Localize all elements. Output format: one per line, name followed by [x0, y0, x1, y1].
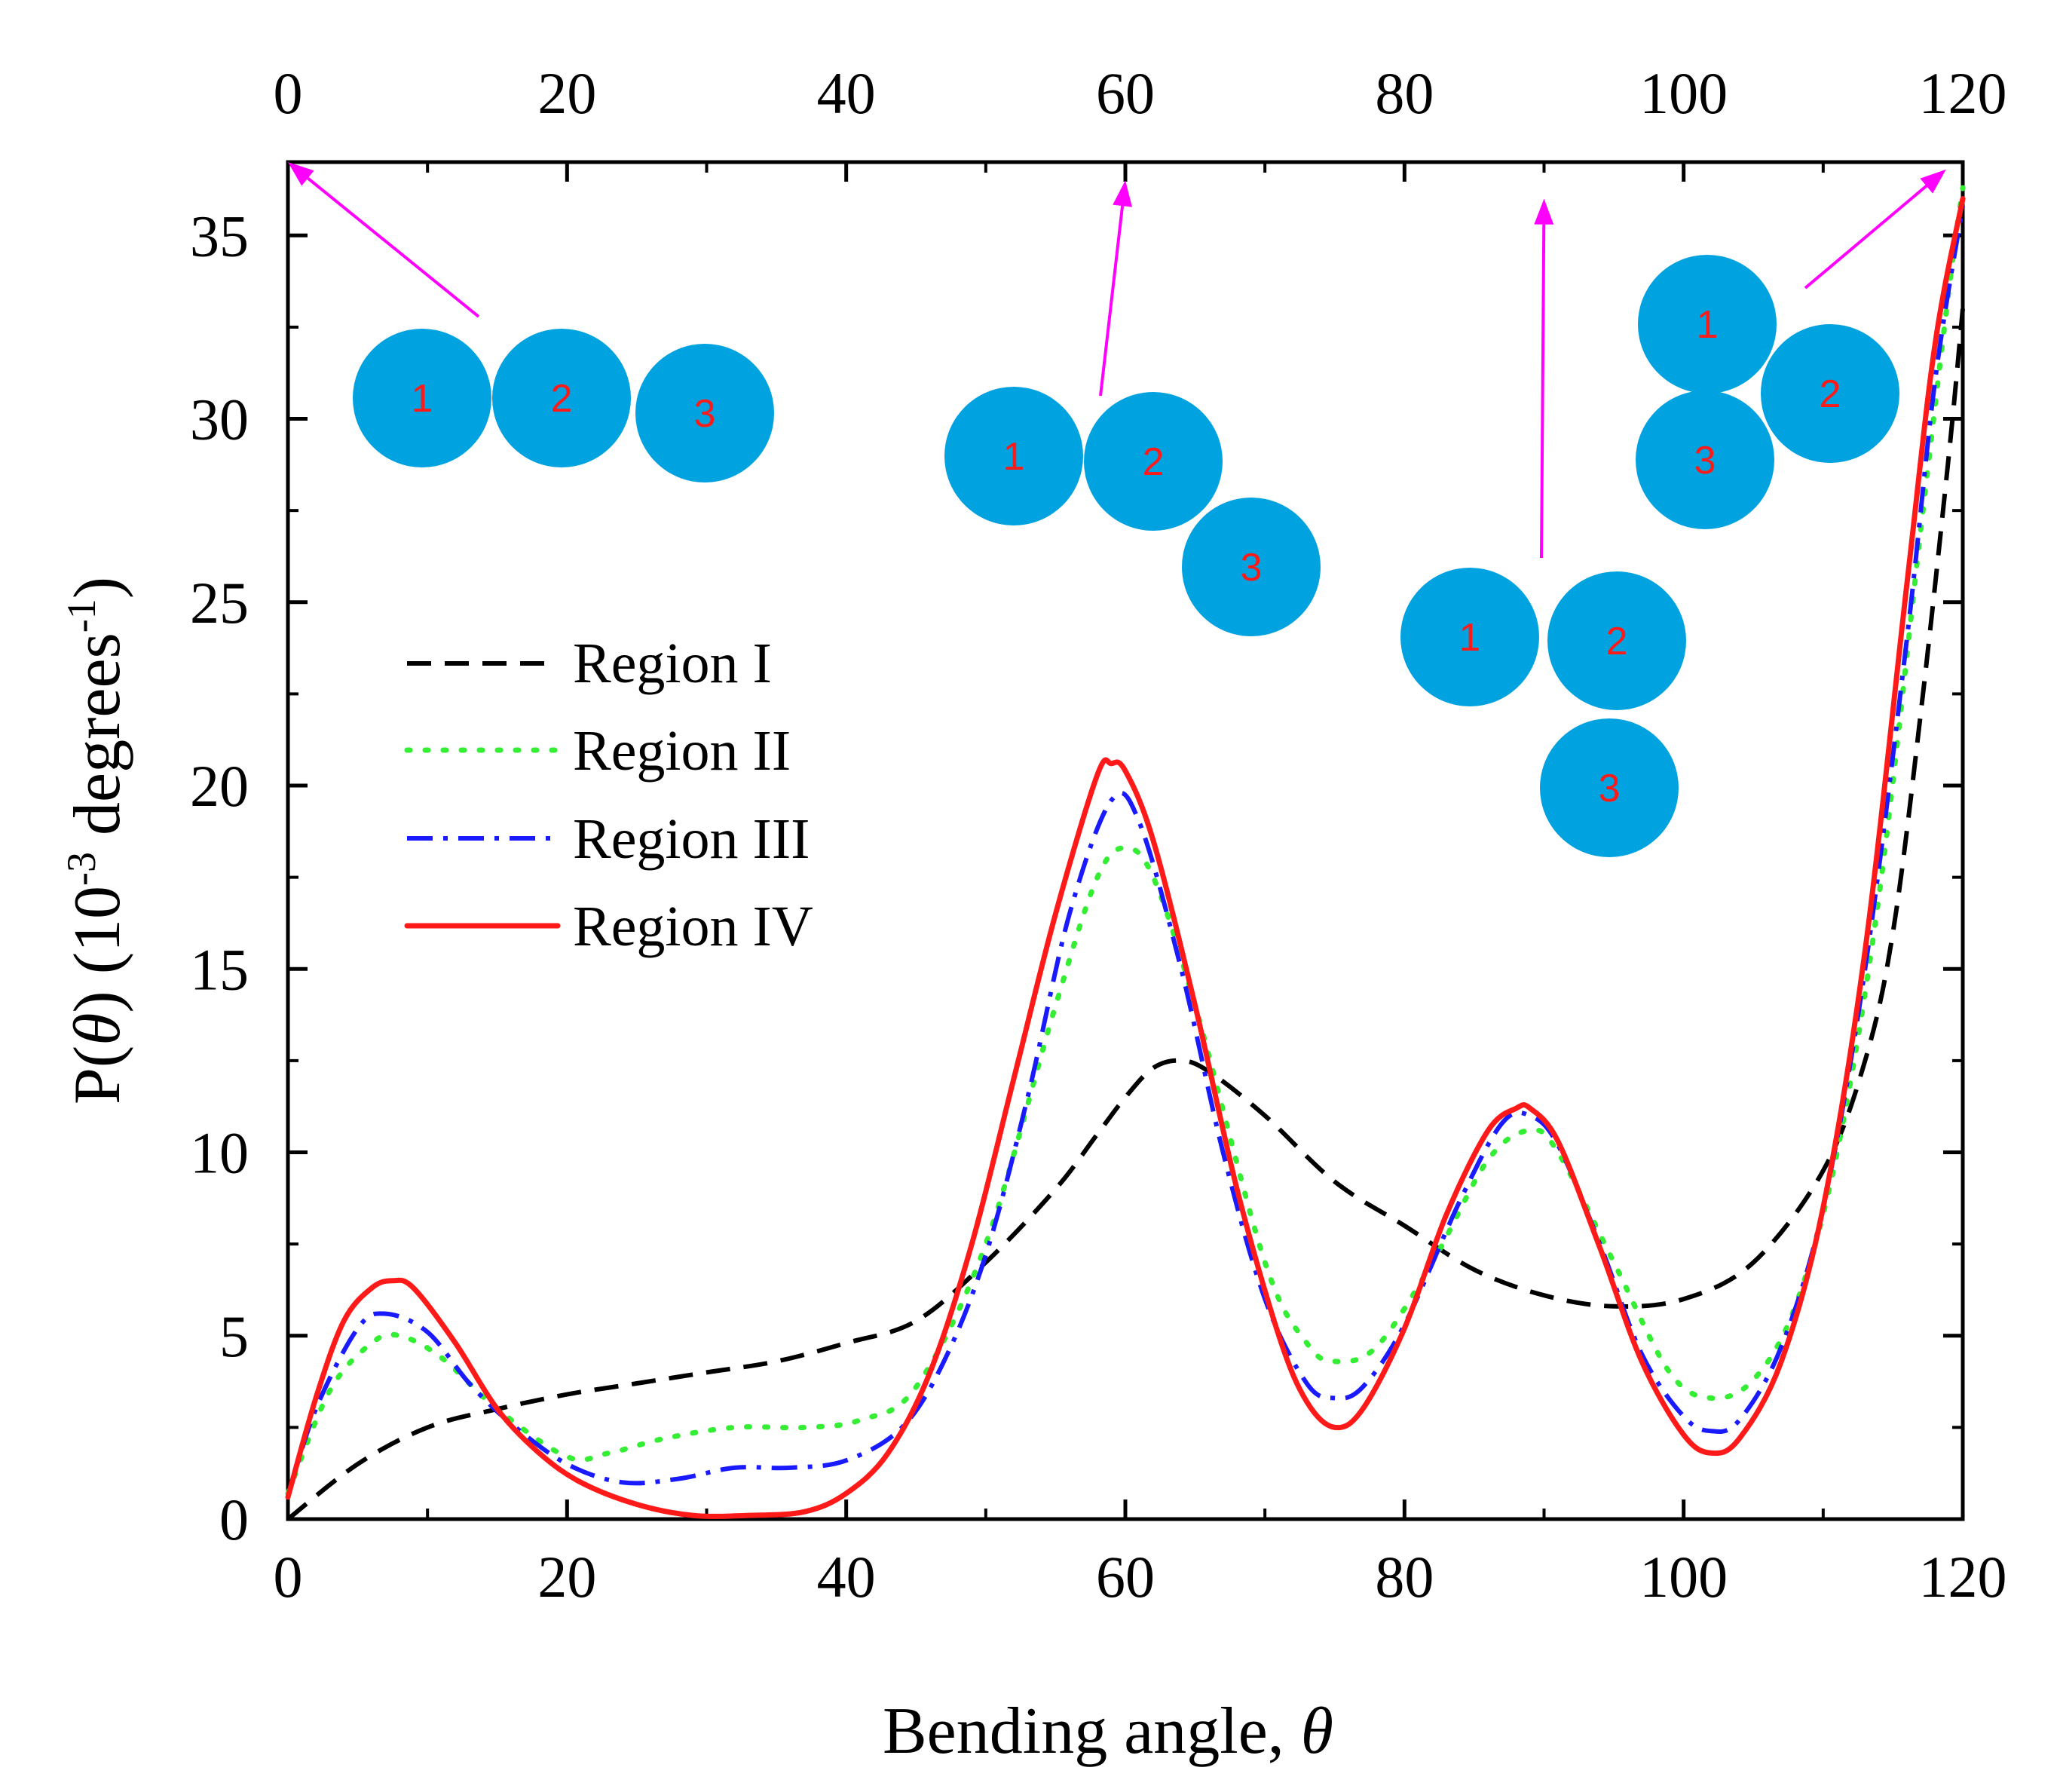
tick-labels: 0020204040606080801001001201200510152025… [190, 60, 2007, 1610]
bead-label: 1 [412, 377, 433, 421]
bead-label: 2 [551, 377, 573, 421]
y-axis-title-unit: degrees [61, 633, 134, 852]
series-line-region-i [286, 308, 1965, 1521]
bead-circle [492, 329, 631, 467]
bead-circle [944, 387, 1083, 525]
annotation-arrow-line [1099, 205, 1125, 397]
bead-label: 3 [1241, 546, 1263, 590]
y-axis-title-prefix: P( [61, 1046, 134, 1104]
bead-circle [1636, 391, 1774, 529]
annotation-arrow-line [307, 176, 480, 318]
annotation-arrow-line [1804, 185, 1928, 289]
series-layer [285, 185, 1966, 1521]
x-tick-label-bottom: 100 [1639, 1544, 1728, 1610]
y-axis-title-symbol: θ [61, 1013, 134, 1046]
y-tick-label: 20 [190, 753, 249, 819]
bead-label: 1 [1697, 303, 1719, 347]
legend-label-region-iv: Region IV [573, 895, 813, 958]
annotation-arrow-line [1540, 224, 1546, 559]
legend-label-region-i: Region I [573, 632, 772, 695]
bead-diagram-4: 1 2 3 [1636, 169, 1946, 529]
x-tick-label-bottom: 80 [1375, 1544, 1434, 1610]
bead-circle [1761, 324, 1899, 463]
bead-label: 1 [1003, 435, 1025, 479]
y-tick-label: 35 [190, 203, 249, 268]
x-axis-title-symbol: θ [1301, 1695, 1333, 1768]
bead-circle [1540, 718, 1679, 857]
x-tick-label-top: 60 [1096, 60, 1155, 126]
bead-circle [353, 329, 491, 467]
x-tick-label-bottom: 60 [1096, 1544, 1155, 1610]
legend-label-region-ii: Region II [573, 719, 791, 783]
x-tick-label-bottom: 120 [1919, 1544, 2007, 1610]
bead-diagram-1: 1 2 3 [288, 162, 774, 482]
series-line-region-ii [285, 185, 1966, 1496]
x-tick-label-bottom: 20 [537, 1544, 596, 1610]
bead-label: 2 [1820, 372, 1841, 416]
series-line-region-iii [286, 205, 1965, 1498]
y-tick-label: 5 [219, 1303, 249, 1369]
y-tick-label: 30 [190, 387, 249, 452]
x-tick-label-top: 20 [537, 60, 596, 126]
bead-label: 3 [694, 392, 716, 436]
annotation-arrow-head [288, 162, 314, 186]
x-tick-label-top: 100 [1639, 60, 1728, 126]
annotation-arrow-head [1113, 180, 1132, 207]
x-tick-label-bottom: 0 [274, 1544, 303, 1610]
axis-ticks [286, 162, 1965, 1521]
bead-label: 1 [1459, 616, 1481, 660]
bead-circle [1182, 498, 1321, 636]
y-tick-label: 25 [190, 570, 249, 636]
y-tick-label: 15 [190, 936, 249, 1002]
x-tick-label-top: 80 [1375, 60, 1434, 126]
x-axis-title-text: Bending angle, [883, 1695, 1301, 1768]
bead-circle [1400, 568, 1539, 706]
bead-label: 3 [1694, 439, 1716, 482]
bead-circle [635, 344, 774, 482]
x-tick-label-top: 40 [817, 60, 876, 126]
y-tick-label: 0 [219, 1487, 249, 1552]
y-axis-title-end: ) [61, 577, 134, 599]
annotation-arrow-head [1920, 169, 1946, 194]
bead-label: 2 [1143, 440, 1165, 484]
bead-diagram-3: 1 2 3 [1400, 198, 1686, 857]
y-axis-title-exp2: -1 [59, 599, 104, 633]
legend: Region I Region II Region III Region IV [404, 632, 813, 958]
x-tick-label-top: 0 [274, 60, 303, 126]
bead-circle [1547, 571, 1686, 710]
bead-circle [1638, 255, 1777, 394]
y-tick-label: 10 [190, 1120, 249, 1186]
legend-label-region-iii: Region III [573, 807, 810, 871]
series-line-region-iv [285, 196, 1966, 1519]
bead-circle [1084, 392, 1223, 531]
annotation-layer: 1 2 3 1 2 3 1 2 3 1 2 3 [288, 162, 1946, 857]
x-tick-label-bottom: 40 [817, 1544, 876, 1610]
y-axis-title: P(θ) (10-3 degrees-1) [59, 577, 134, 1104]
bead-label: 3 [1599, 767, 1621, 810]
bead-label: 2 [1606, 620, 1628, 663]
annotation-arrow-head [1534, 198, 1554, 225]
x-tick-label-top: 120 [1919, 60, 2007, 126]
x-axis-title: Bending angle, θ [883, 1695, 1333, 1768]
y-axis-title-middle: ) (10 [61, 886, 134, 1013]
bead-diagram-2: 1 2 3 [944, 180, 1321, 636]
y-axis-title-exp1: -3 [59, 852, 104, 886]
